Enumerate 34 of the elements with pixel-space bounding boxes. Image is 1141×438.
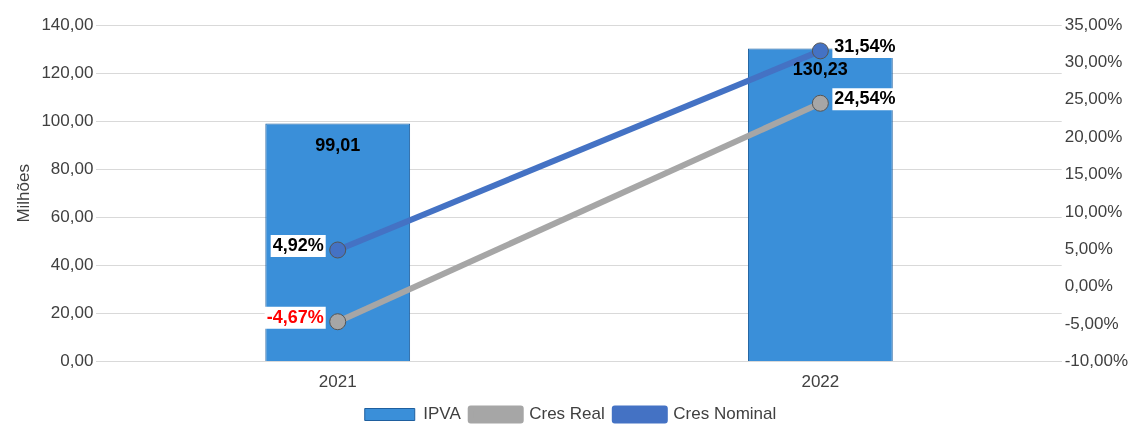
point	[811, 94, 829, 112]
y2-tick-label: 5,00%	[1064, 239, 1113, 259]
data-label: 99,01	[315, 134, 361, 155]
y2-tick-label: 10,00%	[1064, 201, 1123, 221]
y-tick-label: 20,00	[50, 303, 94, 323]
x-tick-label: 2021	[318, 372, 357, 392]
point	[329, 313, 347, 331]
y2-tick-label: 25,00%	[1064, 89, 1123, 109]
y-tick-label: 120,00	[41, 62, 94, 82]
y2-tick-label: 20,00%	[1064, 126, 1123, 146]
data-label: 31,54%	[834, 35, 896, 56]
data-label: 4,92%	[272, 234, 324, 255]
y-tick-label: 40,00	[50, 255, 94, 275]
y-tick-label: 140,00	[41, 14, 94, 34]
y-tick-label: 60,00	[50, 207, 94, 227]
y2-tick-label: -5,00%	[1064, 313, 1119, 333]
legend-label: Cres Real	[529, 404, 605, 424]
legend-label: IPVA	[423, 404, 462, 424]
y-tick-label: 100,00	[41, 110, 94, 130]
data-label: 24,54%	[834, 88, 896, 109]
y2-tick-label: 0,00%	[1064, 276, 1113, 296]
x-tick-label: 2022	[801, 372, 840, 392]
y-tick-label: 80,00	[50, 158, 94, 178]
data-label: 130,23	[792, 59, 848, 80]
y2-tick-label: 15,00%	[1064, 164, 1123, 184]
y2-tick-label: 30,00%	[1064, 52, 1123, 72]
y-tick-label: 0,00	[60, 351, 94, 371]
y2-tick-label: 35,00%	[1064, 14, 1123, 34]
legend-label: Cres Nominal	[673, 404, 777, 424]
data-label: -4,67%	[266, 306, 324, 327]
point	[811, 42, 829, 60]
y-axis-title: Milhões	[13, 164, 33, 223]
point	[329, 241, 347, 259]
y2-tick-label: -10,00%	[1064, 351, 1129, 371]
